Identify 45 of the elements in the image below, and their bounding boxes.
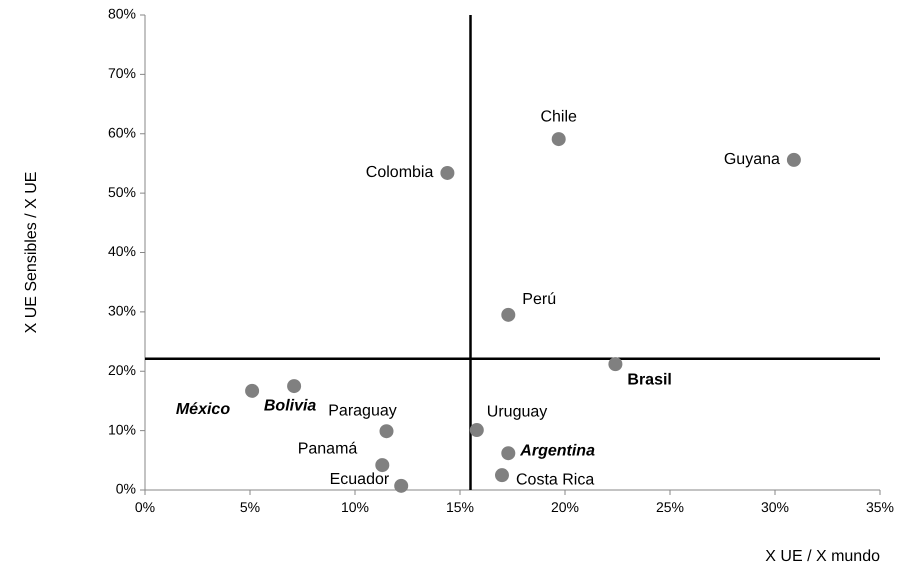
- y-axis-title: X UE Sensibles / X UE: [23, 172, 40, 334]
- x-tick-label: 0%: [134, 499, 156, 515]
- series-label: Argentina: [519, 442, 596, 460]
- point: [495, 468, 509, 482]
- y-tick-label: 50%: [108, 184, 136, 200]
- point: [440, 166, 454, 180]
- series-label: Chile: [540, 108, 578, 126]
- x-tick-label: 30%: [760, 499, 790, 515]
- y-tick-label: 70%: [108, 65, 136, 82]
- series-label: Paraguay: [328, 402, 397, 420]
- point: [287, 379, 302, 394]
- point: [394, 478, 408, 493]
- series-label: Perú: [522, 291, 556, 308]
- series-label: Brasil: [627, 371, 672, 388]
- point: [380, 424, 394, 438]
- y-tick-label: 30%: [108, 302, 136, 319]
- y-tick-label: 40%: [108, 243, 136, 260]
- x-axis-title: X UE / X mundo: [765, 548, 880, 565]
- point: [552, 132, 566, 146]
- x-tick-label: 10%: [340, 499, 370, 515]
- series-label: Colombia: [366, 164, 434, 182]
- y-tick-label: 60%: [108, 124, 136, 140]
- x-tick-label: 15%: [446, 499, 474, 515]
- series-label: Uruguay: [486, 403, 548, 420]
- y-tick-label: 10%: [108, 421, 136, 438]
- series-label: Bolivia: [264, 397, 316, 414]
- x-tick-label: 5%: [240, 499, 260, 515]
- point: [375, 458, 390, 472]
- x-tick-label: 25%: [656, 499, 684, 515]
- series-label: México: [176, 401, 230, 418]
- series-label: Ecuador: [330, 471, 390, 488]
- point: [786, 152, 801, 167]
- series-label: Guyana: [724, 151, 780, 168]
- point: [608, 357, 622, 372]
- y-tick-label: 80%: [108, 6, 136, 22]
- y-tick-label: 0%: [116, 480, 136, 497]
- series-label: Panamá: [298, 440, 358, 458]
- point: [470, 423, 484, 438]
- y-tick-label: 20%: [108, 362, 136, 378]
- x-tick-label: 20%: [550, 499, 580, 515]
- point: [501, 446, 516, 460]
- x-tick-label: 35%: [866, 499, 894, 515]
- series-label: Costa Rica: [516, 471, 594, 488]
- point: [501, 308, 516, 322]
- point: [245, 384, 260, 398]
